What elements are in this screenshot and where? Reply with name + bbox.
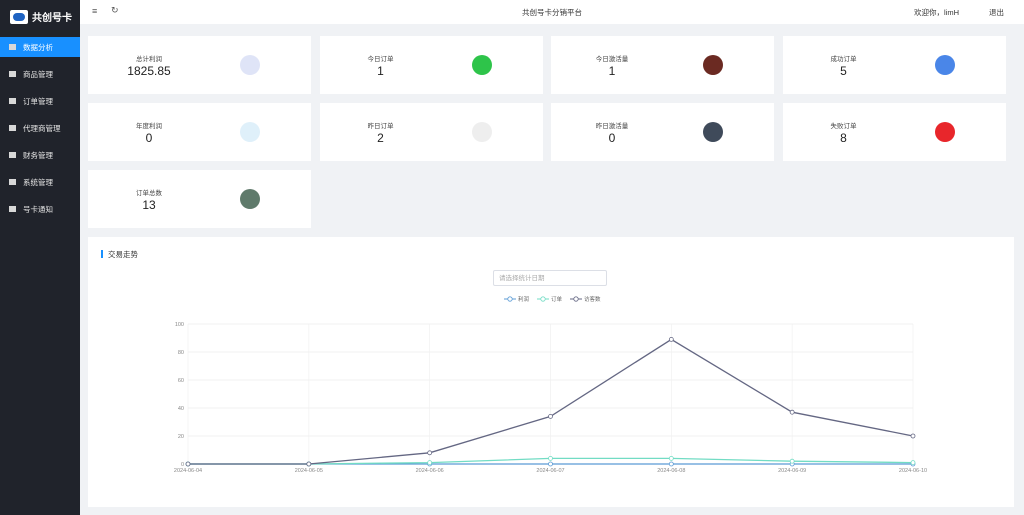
- brand[interactable]: 共创号卡: [0, 0, 80, 33]
- menu-icon: [9, 152, 16, 158]
- menu-item[interactable]: 数据分析: [0, 37, 80, 57]
- stat-icon: [703, 122, 723, 142]
- date-picker[interactable]: 请选择统计日期: [493, 270, 607, 286]
- menu-label: 代理商管理: [23, 123, 61, 133]
- stat-label: 总计利润: [136, 56, 162, 63]
- stat-icon: [471, 55, 492, 75]
- stat-value: 5: [840, 64, 847, 78]
- stat-icon: [240, 55, 260, 75]
- stat-value: 1: [377, 64, 384, 78]
- menu-toggle[interactable]: ≡: [92, 6, 98, 16]
- menu-label: 系统管理: [23, 177, 53, 187]
- stat-card: 失败订单 8: [782, 103, 1006, 161]
- brand-name: 共创号卡: [32, 13, 72, 24]
- refresh[interactable]: ↻: [111, 5, 119, 15]
- menu-icon: [9, 98, 16, 104]
- stat-card: 昨日订单 2: [319, 103, 543, 161]
- stat-icon: [471, 122, 492, 142]
- stat-card: 订单总数 13: [88, 170, 311, 228]
- stat-label: 昨日订单: [367, 123, 394, 130]
- menu-label: 数据分析: [23, 42, 53, 52]
- menu-label: 号卡通知: [23, 204, 53, 214]
- stat-label: 订单总数: [136, 190, 162, 197]
- stat-label: 年度利润: [136, 123, 162, 130]
- panel-title: 交易走势: [108, 250, 138, 259]
- header: ≡ ↻ 共创号卡分销平台 欢迎你，limH 退出: [80, 0, 1024, 24]
- stat-label: 今日订单: [367, 56, 394, 63]
- stat-value: 2: [377, 131, 384, 145]
- stat-value: 0: [608, 131, 616, 145]
- menu-label: 商品管理: [23, 69, 53, 79]
- stat-card: 今日订单 1: [319, 36, 543, 94]
- logout[interactable]: 退出: [989, 8, 1004, 17]
- stat-card: 今日激活量 1: [551, 36, 774, 94]
- menu-icon: [9, 206, 16, 212]
- stat-card: 成功订单 5: [782, 36, 1006, 94]
- trend-panel: 交易走势 请选择统计日期: [88, 237, 1014, 507]
- menu-icon: [9, 44, 16, 50]
- stat-label: 昨日激活量: [595, 123, 629, 130]
- header-title: 共创号卡分销平台: [522, 8, 582, 17]
- stat-icon: [703, 55, 723, 75]
- user-menu[interactable]: 欢迎你，limH: [914, 8, 959, 17]
- stat-label: 失败订单: [830, 123, 857, 130]
- menu-icon: [9, 179, 16, 185]
- stat-value: 0: [145, 131, 153, 145]
- menu-item[interactable]: 订单管理: [0, 91, 80, 111]
- stat-value: 1: [608, 64, 616, 78]
- menu-icon: [9, 71, 16, 77]
- menu-icon: [9, 125, 16, 131]
- sidebar: 共创号卡 数据分析商品管理订单管理代理商管理财务管理系统管理号卡通知: [0, 0, 80, 515]
- stat-icon: [934, 122, 955, 142]
- menu-item[interactable]: 商品管理: [0, 64, 80, 84]
- stat-card: 昨日激活量 0: [551, 103, 774, 161]
- menu-item[interactable]: 系统管理: [0, 172, 80, 192]
- stat-value: 1825.85: [127, 64, 171, 78]
- stat-icon: [934, 55, 955, 75]
- menu-label: 财务管理: [23, 150, 53, 160]
- menu-item[interactable]: 代理商管理: [0, 118, 80, 138]
- menu-item[interactable]: 号卡通知: [0, 199, 80, 219]
- stat-card: 总计利润 1825.85: [88, 36, 311, 94]
- stat-label: 今日激活量: [595, 56, 629, 63]
- stat-icon: [240, 189, 260, 209]
- stat-label: 成功订单: [830, 56, 857, 63]
- stat-icon: [240, 122, 260, 142]
- menu-label: 订单管理: [23, 96, 53, 106]
- stat-value: 13: [142, 198, 156, 212]
- stat-card: 年度利润 0: [88, 103, 311, 161]
- stat-value: 8: [840, 131, 847, 145]
- menu-item[interactable]: 财务管理: [0, 145, 80, 165]
